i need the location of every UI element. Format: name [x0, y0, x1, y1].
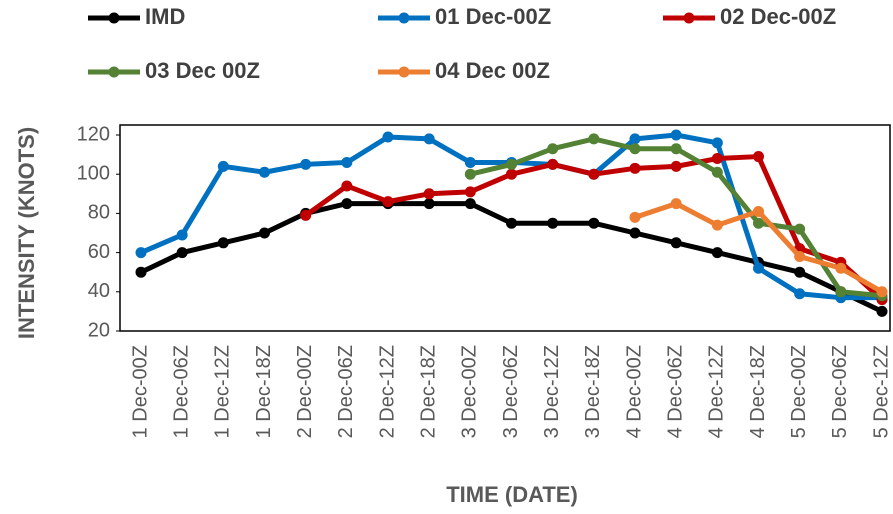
y-tick-label: 40	[88, 280, 110, 302]
data-point	[588, 168, 600, 180]
data-point	[794, 223, 806, 235]
legend-marker	[398, 66, 410, 78]
data-point	[794, 266, 806, 278]
data-point	[135, 247, 147, 259]
data-point	[423, 198, 435, 210]
data-point	[176, 247, 188, 259]
data-point	[547, 158, 559, 170]
y-axis-title: INTENSITY (KNOTS)	[14, 127, 39, 339]
x-tick-label: 1 Dec-18Z	[253, 345, 275, 438]
y-tick-label: 120	[77, 123, 110, 145]
data-point	[794, 251, 806, 263]
y-tick-label: 60	[88, 241, 110, 263]
x-tick-label: 3 Dec-00Z	[459, 345, 481, 438]
legend-marker	[683, 12, 695, 24]
data-point	[629, 227, 641, 239]
data-point	[876, 286, 888, 298]
data-point	[547, 143, 559, 155]
data-point	[506, 168, 517, 180]
data-point	[464, 156, 476, 168]
data-point	[588, 133, 600, 145]
y-tick-label: 100	[77, 162, 110, 184]
data-point	[464, 168, 476, 180]
x-tick-label: 2 Dec-12Z	[376, 345, 398, 438]
data-point	[506, 158, 517, 170]
data-point	[753, 205, 764, 217]
x-tick-label: 5 Dec-00Z	[788, 345, 810, 438]
data-point	[835, 286, 847, 298]
data-point	[217, 237, 229, 249]
data-point	[794, 288, 806, 300]
data-point	[382, 196, 394, 208]
data-point	[259, 166, 270, 178]
legend-marker	[108, 12, 120, 24]
x-tick-label: 4 Dec-18Z	[747, 345, 769, 438]
data-point	[464, 198, 476, 210]
data-point	[506, 217, 517, 229]
data-point	[629, 133, 641, 145]
data-point	[135, 266, 147, 278]
x-axis-title: TIME (DATE)	[446, 482, 578, 507]
data-point	[753, 151, 764, 163]
plot-frame	[119, 124, 891, 332]
data-point	[711, 137, 723, 149]
x-tick-label: 1 Dec-12Z	[212, 345, 234, 438]
data-point	[382, 131, 394, 143]
data-point	[300, 209, 312, 221]
legend-label: 01 Dec-00Z	[435, 4, 551, 29]
x-tick-label: 1 Dec-06Z	[170, 345, 192, 438]
legend-marker	[398, 12, 410, 24]
data-point	[670, 160, 682, 172]
data-point	[876, 305, 888, 317]
legend-marker	[108, 66, 120, 78]
data-point	[300, 158, 312, 170]
x-tick-label: 4 Dec-00Z	[623, 345, 645, 438]
x-tick-label: 4 Dec-12Z	[706, 345, 728, 438]
data-point	[711, 247, 723, 259]
data-point	[547, 217, 559, 229]
y-tick-label: 20	[88, 319, 110, 341]
data-point	[753, 262, 764, 274]
data-point	[341, 198, 353, 210]
data-point	[629, 162, 641, 174]
data-point	[711, 166, 723, 178]
data-point	[670, 129, 682, 141]
legend-label: 02 Dec-00Z	[720, 4, 836, 29]
data-point	[259, 227, 270, 239]
y-tick-label: 80	[88, 202, 110, 224]
x-tick-label: 3 Dec-06Z	[500, 345, 522, 438]
data-point	[423, 133, 435, 145]
data-point	[670, 198, 682, 210]
data-point	[753, 217, 764, 229]
x-tick-label: 2 Dec-18Z	[417, 345, 439, 438]
x-tick-label: 2 Dec-00Z	[294, 345, 316, 438]
data-point	[341, 156, 353, 168]
data-point	[629, 211, 641, 223]
legend-label: 03 Dec 00Z	[145, 58, 260, 83]
data-point	[835, 262, 847, 274]
x-tick-label: 5 Dec-12Z	[870, 345, 892, 438]
data-point	[711, 219, 723, 231]
data-point	[423, 188, 435, 200]
x-tick-label: 4 Dec-06Z	[664, 345, 686, 438]
data-point	[464, 186, 476, 198]
data-point	[670, 143, 682, 155]
legend-label: IMD	[145, 4, 185, 29]
x-tick-label: 3 Dec-12Z	[541, 345, 563, 438]
x-tick-label: 3 Dec-18Z	[582, 345, 604, 438]
data-point	[629, 143, 641, 155]
data-point	[176, 229, 188, 241]
data-point	[588, 217, 600, 229]
x-tick-label: 2 Dec-06Z	[335, 345, 357, 438]
x-tick-label: 1 Dec-00Z	[129, 345, 151, 438]
data-point	[341, 180, 353, 192]
data-point	[711, 153, 723, 165]
legend-label: 04 Dec 00Z	[435, 58, 550, 83]
data-point	[217, 160, 229, 172]
x-tick-label: 5 Dec-06Z	[829, 345, 851, 438]
data-point	[670, 237, 682, 249]
